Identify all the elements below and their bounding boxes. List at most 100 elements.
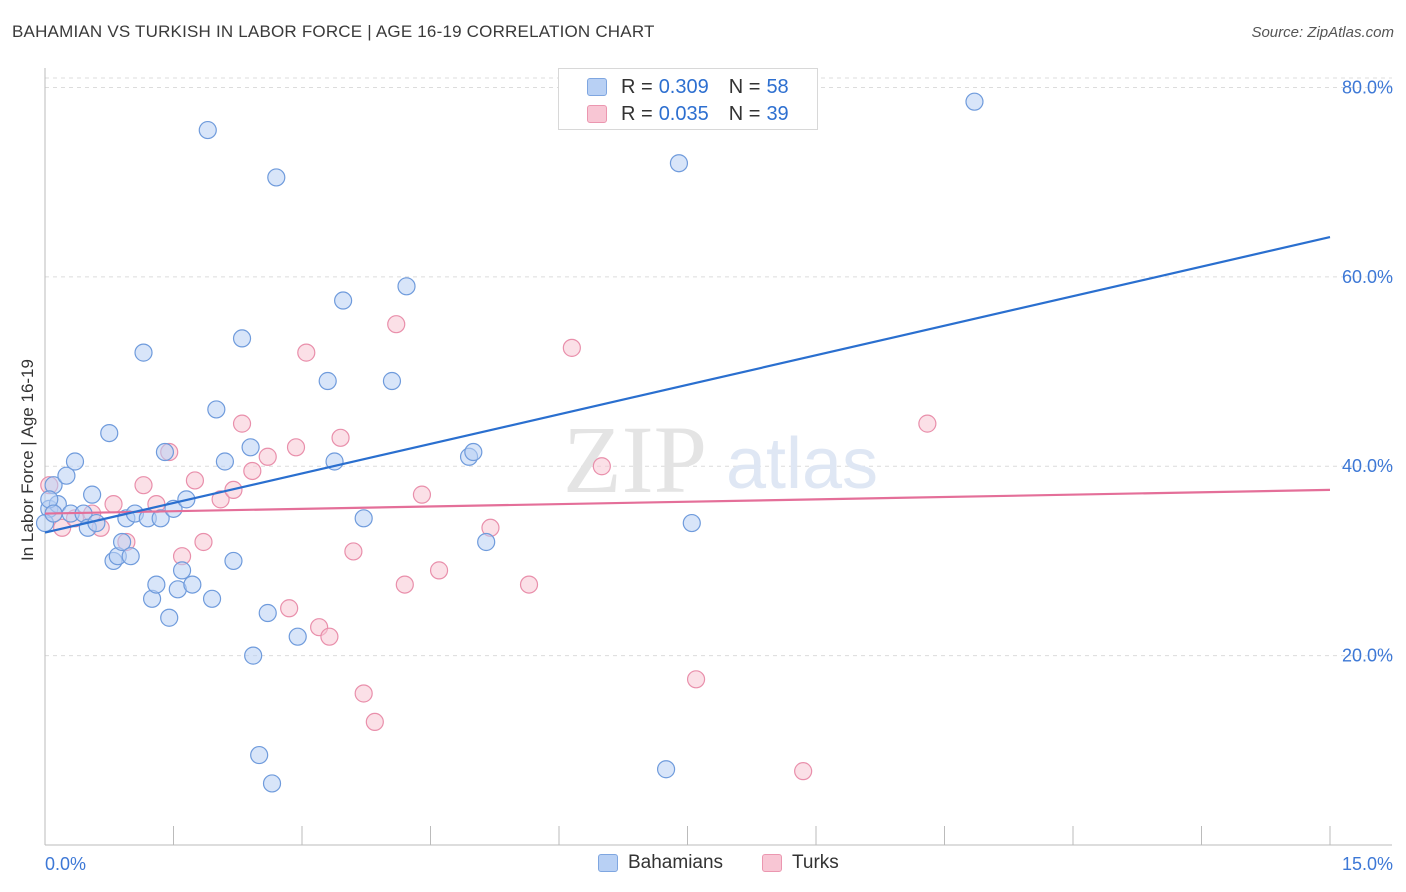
- bahamians-point: [669, 154, 689, 173]
- bahamians-point: [57, 466, 76, 485]
- bahamians-point: [354, 509, 373, 528]
- bahamians-point: [155, 442, 175, 462]
- bahamians-point: [198, 120, 217, 140]
- bahamians-point: [183, 575, 202, 594]
- turks-swatch: [587, 105, 607, 123]
- turks-point: [280, 599, 299, 618]
- n-label: N =: [728, 102, 761, 125]
- bahamians-point: [241, 438, 260, 457]
- bahamians-point: [100, 423, 119, 443]
- bahamians-point: [224, 551, 243, 571]
- r-label: R =: [621, 75, 653, 98]
- bahamians-point: [334, 291, 353, 310]
- y-tick-label: 40.0%: [1342, 456, 1393, 476]
- bahamians-point: [207, 400, 226, 419]
- axes: [44, 68, 1392, 846]
- bahamians-point: [172, 561, 192, 580]
- turks-point: [344, 542, 363, 561]
- turks-point: [429, 561, 449, 580]
- bahamians-point: [202, 589, 222, 608]
- turks-point: [297, 343, 316, 362]
- turks-point: [232, 414, 252, 433]
- bahamians-point: [965, 92, 984, 111]
- tick-labels: 20.0% 40.0% 60.0% 80.0% 0.0% 15.0%: [45, 77, 1393, 874]
- bahamians-point: [656, 760, 676, 779]
- chart-title: BAHAMIAN VS TURKISH IN LABOR FORCE | AGE…: [12, 22, 655, 41]
- source-label: Source: ZipAtlas.com: [1251, 24, 1394, 41]
- bahamians-point: [318, 371, 337, 391]
- turks-point: [354, 684, 373, 703]
- bahamians-point: [232, 329, 252, 348]
- turks-point: [395, 575, 414, 594]
- turks-legend-swatch: [762, 854, 782, 872]
- watermark-zip: ZIP: [563, 406, 707, 513]
- bahamians-point: [288, 627, 307, 646]
- n-value: 58: [766, 75, 789, 98]
- turks-point: [562, 338, 581, 357]
- bahamians-point: [244, 646, 263, 665]
- y-tick-label: 80.0%: [1342, 77, 1393, 97]
- turks-point: [412, 485, 432, 504]
- turks-point: [519, 575, 539, 594]
- turks-point: [258, 447, 277, 466]
- turks-trend-line: [44, 488, 1331, 515]
- legend-row-bahamians: R = 0.309 N = 58: [587, 74, 789, 100]
- turks-point: [320, 627, 339, 646]
- bahamians-point: [134, 343, 153, 362]
- bahamians-point: [250, 745, 269, 765]
- turks-point: [134, 476, 153, 495]
- bahamians-point: [121, 547, 140, 566]
- legend-row-turks: R = 0.035 N = 39: [587, 101, 789, 127]
- bahamians-point: [112, 532, 132, 552]
- bahamians-swatch: [587, 78, 607, 96]
- bahamians-point: [267, 168, 286, 187]
- bahamians-point: [464, 442, 483, 462]
- r-value: 0.309: [658, 75, 709, 98]
- turks-point: [331, 428, 350, 447]
- r-label: R =: [621, 102, 653, 125]
- bahamians-point: [382, 371, 402, 391]
- turks-point: [104, 495, 123, 514]
- grid-lines: [45, 77, 1392, 657]
- legend-bahamians: Bahamians: [598, 852, 723, 874]
- bahamians-point: [160, 608, 179, 627]
- bahamians-point: [65, 452, 85, 471]
- watermark: ZIP atlas: [563, 406, 878, 513]
- trend-lines: [44, 236, 1331, 534]
- turks-point: [918, 414, 937, 433]
- x-tick-label: 15.0%: [1342, 854, 1393, 874]
- turks-point: [686, 670, 706, 689]
- y-axis-label: In Labor Force | Age 16-19: [18, 359, 37, 561]
- x-tick-label: 0.0%: [45, 854, 86, 874]
- bahamians-point: [258, 603, 277, 623]
- watermark-atlas: atlas: [726, 424, 878, 504]
- n-label: N =: [728, 75, 761, 98]
- turks-legend-label: Turks: [792, 852, 839, 873]
- bahamians-point: [262, 774, 282, 793]
- turks-point: [211, 490, 230, 509]
- turks-point: [592, 457, 611, 476]
- turks-point: [185, 471, 205, 490]
- bahamians-point: [151, 509, 170, 528]
- bahamians-point: [397, 277, 416, 296]
- bahamians-point: [215, 452, 234, 471]
- turks-point: [365, 712, 384, 732]
- legend-turks: Turks: [762, 852, 839, 874]
- turks-point: [243, 461, 262, 481]
- n-value: 39: [766, 102, 789, 125]
- turks-point: [194, 532, 213, 552]
- bahamians-point: [477, 532, 496, 552]
- y-tick-label: 20.0%: [1342, 646, 1393, 666]
- turks-point: [286, 438, 306, 457]
- bahamians-point: [83, 485, 102, 504]
- bahamians-point: [147, 575, 166, 594]
- y-tick-label: 60.0%: [1342, 267, 1393, 287]
- bahamians-point: [682, 513, 701, 533]
- bahamians-legend-label: Bahamians: [628, 852, 724, 873]
- turks-point: [794, 762, 813, 781]
- stats-legend: R = 0.309 N = 58 R = 0.035 N = 39: [558, 68, 818, 130]
- bahamians-legend-swatch: [598, 854, 618, 872]
- turks-point: [387, 315, 406, 334]
- r-value: 0.035: [658, 102, 709, 125]
